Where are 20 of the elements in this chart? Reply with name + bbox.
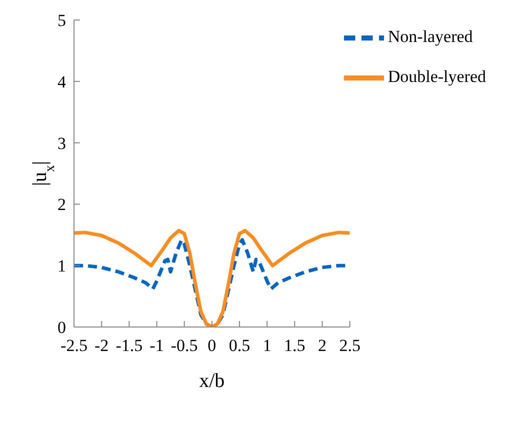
x-tick-label: -1.5 [116,336,143,356]
y-tick-label: 1 [58,256,66,276]
x-tick-label: 1 [262,336,272,356]
x-tick-label: 2.5 [339,336,360,356]
legend-label: Non-layered [388,26,473,46]
y-tick-label: 0 [58,318,66,338]
x-tick-label: 0 [208,336,216,356]
y-tick-label: 4 [58,72,66,92]
x-tick-label: -0.5 [170,336,198,356]
y-tick-label: 2 [58,195,66,214]
x-tick-label: 1.5 [284,336,306,356]
y-tick-label: 5 [58,11,66,30]
x-tick-label: 0.5 [228,336,250,356]
x-tick-label: -2.5 [60,336,88,356]
y-tick-label: 3 [58,134,66,153]
x-axis-title: x/b [199,370,225,392]
x-tick-label: -1 [150,336,164,356]
x-tick-label: 2 [318,336,326,356]
legend-label: Double-lyered [388,66,486,86]
x-tick-label: -2 [94,336,109,356]
